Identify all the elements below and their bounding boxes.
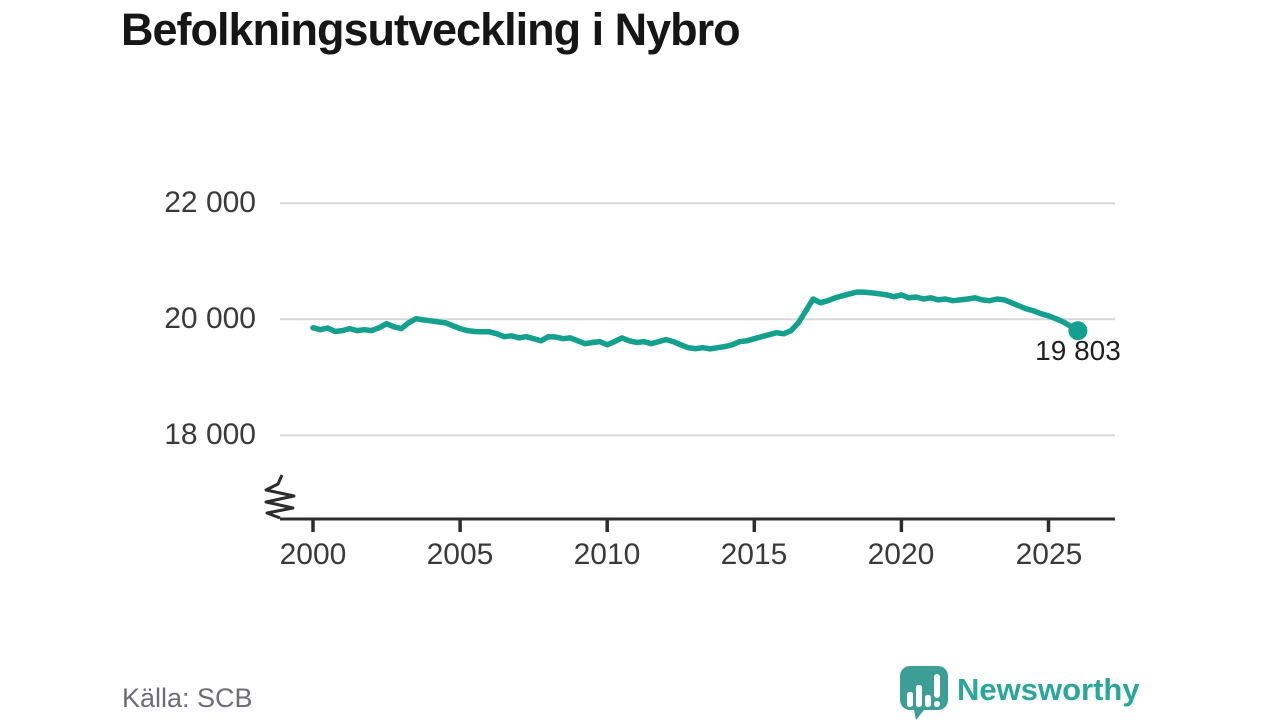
brand-name: Newsworthy [957, 672, 1140, 707]
x-tick-label: 2025 [1015, 538, 1083, 571]
y-tick-label: 22 000 [164, 186, 256, 219]
x-tick-label: 2000 [279, 538, 347, 571]
y-tick-label: 20 000 [164, 302, 256, 335]
x-tick-label: 2005 [426, 538, 494, 571]
newsworthy-speech-bubble-chart-icon [900, 666, 948, 720]
latest-point-marker [1068, 321, 1088, 341]
population-line [310, 289, 1081, 352]
x-tick-label: 2015 [720, 538, 788, 571]
brand-logo: Newsworthy [896, 664, 1158, 720]
line-series [310, 289, 1088, 352]
gridlines [280, 202, 1115, 437]
latest-value-annotation: 19 803 [1035, 335, 1121, 366]
axis-break-squiggle [264, 474, 296, 520]
source-note: Källa: SCB [122, 683, 253, 713]
x-axis [264, 474, 1115, 532]
x-tick-label: 2020 [867, 538, 935, 571]
y-tick-label: 18 000 [164, 418, 256, 451]
page-title: Befolkningsutveckling i Nybro [121, 4, 741, 55]
x-tick-label: 2010 [573, 538, 641, 571]
